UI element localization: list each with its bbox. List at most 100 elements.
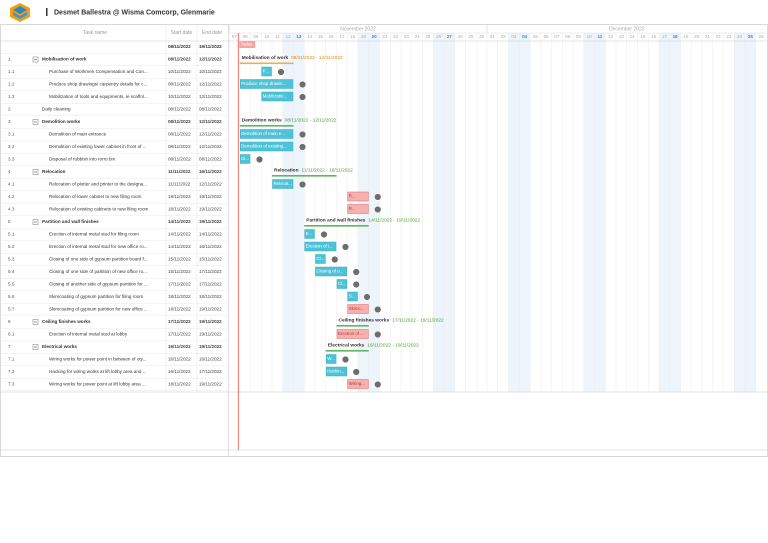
end-date: 12/11/2022 — [199, 82, 222, 87]
task-name[interactable]: Skimcoating of gypsum partition for fili… — [49, 294, 143, 299]
task-name[interactable]: Produce shop drawings/ carpentry details… — [49, 82, 147, 87]
task-bar[interactable] — [315, 254, 326, 264]
summary-bar — [239, 125, 294, 127]
summary-bar — [272, 175, 337, 177]
task-bar[interactable] — [347, 291, 358, 302]
task-name[interactable]: Relocation of existing cabinets to new f… — [49, 207, 149, 212]
day-label: 23 — [726, 34, 732, 39]
task-bar-label: Mobilizatio... — [263, 94, 287, 99]
end-date: 12/11/2022 — [199, 144, 222, 149]
weekend-column — [583, 33, 595, 392]
task-bar[interactable] — [240, 79, 294, 89]
assignee-avatar — [374, 193, 382, 201]
task-name[interactable]: Hacking for wiring works at lift lobby a… — [49, 369, 147, 374]
task-name[interactable]: Partition and wall finishes — [42, 219, 99, 224]
task-name[interactable]: Skimcoating of gypsum partition for new … — [49, 307, 148, 312]
task-bar[interactable] — [347, 379, 369, 389]
task-name[interactable]: Demolition of main entrance — [49, 132, 107, 137]
weekend-column — [444, 33, 455, 392]
summary-dates: 08/11/2022 - 12/11/2022 — [285, 118, 337, 124]
end-date: 19/11/2022 — [199, 319, 222, 324]
task-name[interactable]: Erection of internal metal stud at lobby — [49, 332, 128, 337]
start-date: 11/11/2022 — [168, 169, 191, 174]
task-name[interactable]: Relocation of lower cabinet to new filin… — [49, 194, 142, 199]
end-date: 19/11/2022 — [199, 307, 222, 312]
task-name[interactable]: Purchase of Workmen Compensation and Con… — [49, 69, 148, 74]
task-number: 4 — [8, 169, 11, 174]
task-name[interactable]: Relocation — [42, 169, 66, 174]
task-number: 4.2 — [8, 194, 15, 199]
task-bar[interactable] — [347, 191, 369, 202]
summary-name: Ceiling finishes works — [339, 318, 390, 324]
task-name[interactable]: Electrical works — [42, 344, 77, 349]
task-name[interactable]: Mobilization of tools and equipments, ie… — [49, 94, 148, 99]
task-bar[interactable] — [336, 279, 347, 289]
summary-dates: 11/11/2022 - 16/11/2022 — [302, 168, 354, 174]
task-bar[interactable] — [261, 66, 272, 77]
start-date: 08/11/2022 — [168, 144, 191, 149]
day-label: 20 — [694, 34, 700, 39]
task-number: 1 — [8, 57, 11, 62]
assignee-avatar — [374, 205, 382, 214]
task-name[interactable]: Erection of internal metal stud for fili… — [49, 232, 139, 237]
task-bar[interactable] — [326, 366, 347, 377]
assignee-avatar — [298, 130, 307, 139]
task-name[interactable]: Closing of one side of partition of new … — [49, 269, 147, 274]
task-bar[interactable] — [347, 204, 369, 214]
task-bar[interactable] — [326, 354, 337, 364]
day-label: 09 — [253, 34, 259, 39]
task-name[interactable]: Demolition of existing lower cabinet in … — [49, 144, 147, 149]
day-label: 26 — [759, 34, 765, 39]
start-date: 16/11/2022 — [168, 357, 191, 362]
task-bar[interactable] — [240, 154, 251, 164]
task-number: 3.1 — [8, 132, 15, 137]
end-date: 17/11/2022 — [199, 269, 222, 274]
summary-name: Mobilisation of work — [242, 55, 289, 61]
end-date: 12/11/2022 — [199, 132, 222, 137]
summary-bar — [336, 325, 369, 327]
task-name[interactable]: Mobilisation of work — [42, 57, 87, 62]
task-name[interactable]: Closing of another side of gypsum partit… — [49, 282, 148, 287]
task-bar[interactable] — [336, 329, 369, 339]
end-date: 19/11/2022 — [199, 344, 222, 349]
task-name[interactable]: Disposal of rubbish into rorro bin — [49, 157, 116, 162]
day-label: 14 — [307, 34, 313, 39]
task-number: 4.3 — [8, 207, 15, 212]
task-bar[interactable] — [272, 179, 294, 189]
day-label: 01 — [490, 34, 496, 39]
task-bar[interactable] — [240, 141, 294, 152]
assignee-avatar — [352, 280, 360, 289]
assignee-avatar — [341, 355, 350, 364]
logo — [10, 3, 30, 22]
end-date: 12/11/2022 — [199, 182, 222, 187]
weekend-column — [368, 33, 380, 392]
start-date: 10/11/2022 — [168, 69, 191, 74]
end-date: 19/11/2022 — [199, 219, 222, 224]
task-name[interactable]: Demolition works — [42, 119, 81, 124]
task-name[interactable]: Wiring works for power point in between … — [49, 357, 146, 362]
day-label: 19 — [683, 34, 689, 39]
separator — [46, 8, 48, 16]
task-bar-label: Skimc... — [349, 306, 365, 311]
today-badge — [239, 41, 256, 48]
task-bar[interactable] — [304, 229, 315, 239]
day-label: 26 — [436, 34, 442, 39]
task-name[interactable]: Ceiling finishes works — [42, 319, 91, 324]
task-bar[interactable] — [315, 266, 347, 277]
end-date: 16/11/2022 — [199, 244, 222, 249]
day-label: 16 — [329, 34, 335, 39]
task-name[interactable]: Daily cleaning — [42, 107, 71, 112]
end-date: 14/11/2022 — [199, 232, 222, 237]
task-bar[interactable] — [347, 304, 369, 314]
task-name[interactable]: Relocation of plotter and printer to the… — [49, 182, 147, 187]
task-name[interactable]: Erection of internal metal stud for new … — [49, 244, 147, 249]
task-bar[interactable] — [304, 241, 337, 252]
task-bar[interactable] — [261, 91, 294, 102]
task-number: 7.1 — [8, 357, 15, 362]
end-date: 08/11/2022 — [199, 107, 222, 112]
task-name[interactable]: Wiring works for power point at lift lob… — [49, 382, 146, 387]
task-name[interactable]: Closing of one side of gypsum partition … — [49, 257, 148, 262]
task-bar[interactable] — [240, 129, 294, 139]
start-date: 08/11/2022 — [168, 82, 191, 87]
day-label: 30 — [479, 34, 485, 39]
